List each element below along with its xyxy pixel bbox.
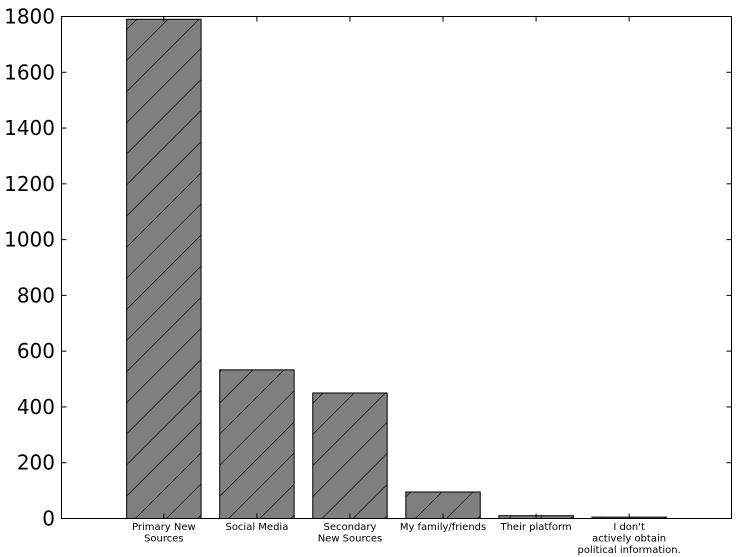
y-tick-label: 0: [42, 507, 55, 531]
y-tick-label: 400: [17, 395, 55, 419]
x-tick-label: Social Media: [225, 522, 288, 533]
y-tick-label: 800: [17, 283, 55, 307]
y-tick-label: 600: [17, 339, 55, 363]
x-tick-label: Their platform: [499, 522, 571, 533]
x-tick-label: My family/friends: [400, 522, 486, 533]
x-tick-label: Primary New Sources: [132, 522, 196, 545]
bar: [126, 18, 202, 520]
y-tick-label: 1200: [4, 172, 55, 196]
x-tick-label: Secondary New Sources: [318, 522, 383, 545]
bar: [312, 392, 388, 519]
y-tick-label: 200: [17, 451, 55, 475]
y-tick-label: 1800: [4, 5, 55, 29]
y-tick-label: 1400: [4, 116, 55, 140]
y-tick-label: 1000: [4, 228, 55, 252]
plot-frame: [61, 16, 732, 519]
x-tick-label: I don't actively obtain political informat…: [578, 522, 681, 556]
bar: [219, 369, 295, 520]
y-tick-label: 1600: [4, 60, 55, 84]
